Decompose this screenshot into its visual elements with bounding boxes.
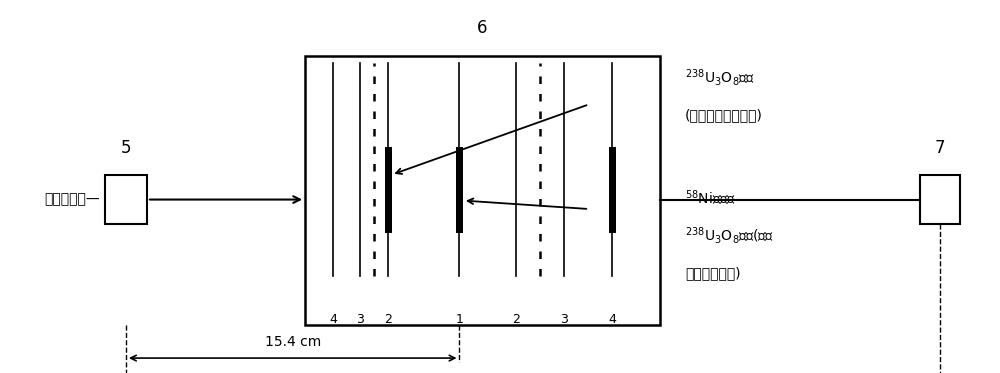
Text: 7: 7 (935, 139, 945, 157)
Text: $^{238}$U$_3$O$_8$样品: $^{238}$U$_3$O$_8$样品 (685, 67, 755, 88)
Text: (监测相对中子通量): (监测相对中子通量) (685, 108, 763, 122)
Text: 4: 4 (329, 313, 337, 326)
Text: 2: 2 (384, 313, 392, 326)
Bar (456, 147, 463, 233)
Text: 3: 3 (560, 313, 568, 326)
Text: 1: 1 (455, 313, 463, 326)
Text: 绝对中子通量): 绝对中子通量) (685, 266, 741, 280)
Text: 3: 3 (356, 313, 364, 326)
Bar (105, 175, 147, 224)
Text: 6: 6 (477, 19, 488, 37)
Text: 15.4 cm: 15.4 cm (265, 335, 321, 349)
Text: $^{238}$U$_3$O$_8$样品(测量: $^{238}$U$_3$O$_8$样品(测量 (685, 225, 774, 247)
Text: 2.60 m: 2.60 m (509, 372, 557, 373)
Bar (609, 147, 616, 233)
Text: 2: 2 (512, 313, 520, 326)
Bar (305, 56, 660, 325)
Text: 5: 5 (121, 139, 131, 157)
Text: 氘离子束流—: 氘离子束流— (44, 192, 100, 207)
Text: $^{58}$Ni样品和: $^{58}$Ni样品和 (685, 189, 735, 208)
Bar (920, 175, 960, 224)
Bar (384, 147, 392, 233)
Text: 4: 4 (608, 313, 616, 326)
